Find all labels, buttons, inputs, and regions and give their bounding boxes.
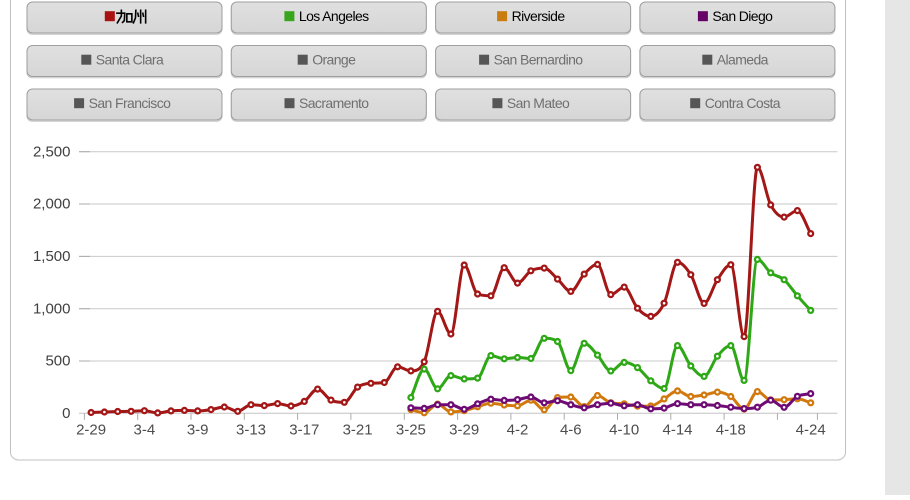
- svg-text:San Mateo: San Mateo: [507, 95, 570, 111]
- svg-text:3-25: 3-25: [396, 421, 426, 438]
- svg-text:2-29: 2-29: [76, 421, 106, 438]
- svg-text:3-29: 3-29: [449, 421, 479, 438]
- svg-text:Alameda: Alameda: [717, 52, 769, 68]
- svg-text:San Bernardino: San Bernardino: [494, 52, 584, 68]
- svg-text:3-17: 3-17: [289, 421, 319, 438]
- svg-text:Riverside: Riverside: [512, 8, 566, 24]
- svg-text:3-13: 3-13: [236, 421, 266, 438]
- svg-text:4-10: 4-10: [609, 421, 639, 438]
- svg-text:2,000: 2,000: [33, 196, 71, 213]
- svg-text:1,500: 1,500: [33, 248, 71, 265]
- svg-text:3-9: 3-9: [187, 421, 209, 438]
- svg-text:Contra Costa: Contra Costa: [705, 95, 781, 111]
- svg-text:0: 0: [62, 405, 70, 422]
- svg-text:San Francisco: San Francisco: [89, 95, 171, 111]
- svg-text:4-14: 4-14: [662, 421, 692, 438]
- svg-text:4-24: 4-24: [796, 421, 826, 438]
- svg-text:4-18: 4-18: [716, 421, 746, 438]
- svg-text:2,500: 2,500: [33, 143, 71, 160]
- svg-text:Orange: Orange: [312, 52, 356, 68]
- svg-text:1,000: 1,000: [33, 300, 71, 317]
- svg-text:Sacramento: Sacramento: [299, 95, 369, 111]
- svg-text:Los Angeles: Los Angeles: [299, 8, 369, 24]
- svg-text:Santa Clara: Santa Clara: [96, 52, 164, 68]
- svg-text:4-6: 4-6: [560, 421, 582, 438]
- svg-text:4-2: 4-2: [507, 421, 529, 438]
- svg-text:San Diego: San Diego: [712, 8, 773, 24]
- svg-text:500: 500: [45, 353, 70, 370]
- svg-text:3-21: 3-21: [343, 421, 373, 438]
- svg-text:3-4: 3-4: [134, 421, 156, 438]
